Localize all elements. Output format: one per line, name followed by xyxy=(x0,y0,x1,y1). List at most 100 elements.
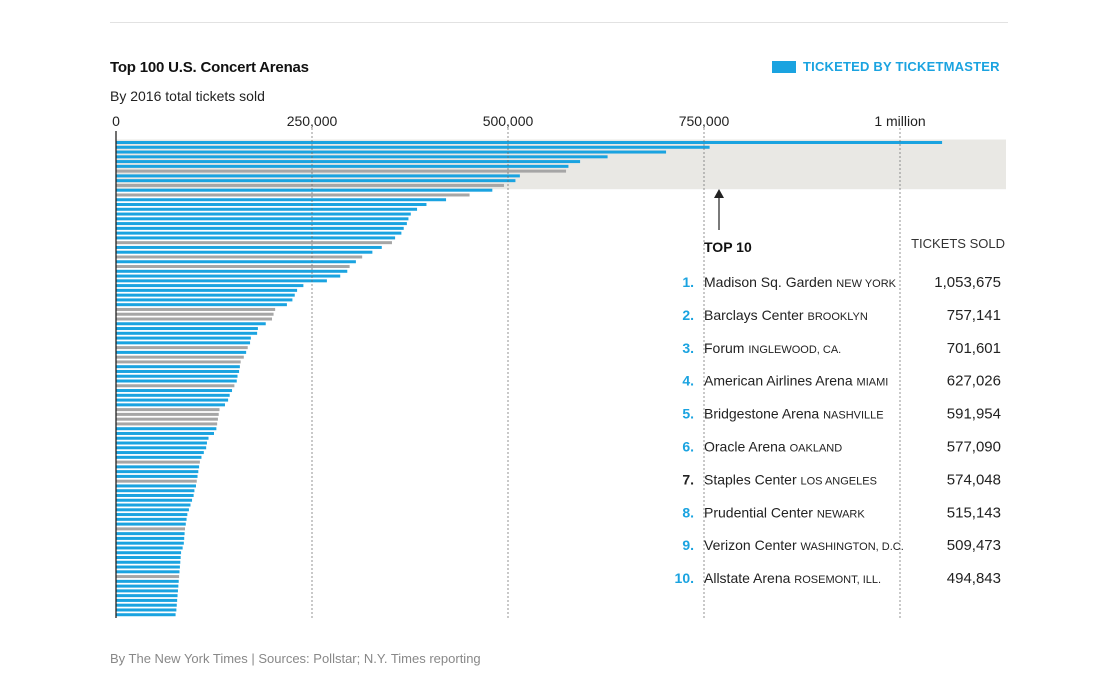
bar xyxy=(116,522,186,526)
bar xyxy=(116,331,258,335)
bar xyxy=(116,384,235,388)
bar xyxy=(116,164,569,168)
bar xyxy=(116,255,363,259)
bar xyxy=(116,575,180,579)
bar xyxy=(116,498,193,502)
top10-arena: Staples Center LOS ANGELES xyxy=(704,471,877,487)
bar xyxy=(116,274,341,278)
bar xyxy=(116,307,276,311)
bar xyxy=(116,603,177,607)
bar xyxy=(116,555,181,559)
bar xyxy=(116,451,204,455)
bar xyxy=(116,346,248,350)
bar xyxy=(116,479,197,483)
bar xyxy=(116,160,581,164)
bar xyxy=(116,217,409,221)
top10-arrow-head xyxy=(714,189,724,198)
bar xyxy=(116,513,188,517)
top10-tickets-sold: 494,843 xyxy=(947,570,1001,587)
bar xyxy=(116,174,520,178)
top10-rank: 6. xyxy=(682,439,694,455)
top10-arena: Barclays Center BROOKLYN xyxy=(704,307,868,323)
top10-heading: TOP 10 xyxy=(704,239,752,255)
bar xyxy=(116,379,237,383)
top10-arena: Verizon Center WASHINGTON, D.C. xyxy=(704,537,904,553)
bar xyxy=(116,484,196,488)
bar xyxy=(116,212,411,216)
bar xyxy=(116,298,293,302)
bar xyxy=(116,145,710,149)
legend-swatch xyxy=(772,60,796,73)
bar xyxy=(116,403,225,407)
bar xyxy=(116,436,209,440)
tick-label: 250,000 xyxy=(287,113,338,129)
bar xyxy=(116,598,178,602)
top10-arena-name: Verizon Center xyxy=(704,537,801,553)
bar xyxy=(116,341,251,345)
top10-arena: Forum INGLEWOOD, CA. xyxy=(704,340,841,356)
top10-rank: 9. xyxy=(682,537,694,553)
top10-arena-name: Bridgestone Arena xyxy=(704,406,823,422)
tickets-sold-heading: TICKETS SOLD xyxy=(911,236,1005,251)
top10-arena-name: Oracle Arena xyxy=(704,439,790,455)
bar xyxy=(116,493,194,497)
top10-rank: 3. xyxy=(682,340,694,356)
top10-arena-location: NASHVILLE xyxy=(823,410,884,422)
top10-arena-name: Madison Sq. Garden xyxy=(704,274,836,290)
top10-rank: 4. xyxy=(682,373,694,389)
top10-arena-location: NEWARK xyxy=(817,508,866,520)
top10-rank: 8. xyxy=(682,504,694,520)
bar xyxy=(116,293,295,297)
bar xyxy=(116,355,244,359)
top10-arena-location: INGLEWOOD, CA. xyxy=(748,344,841,356)
top10-tickets-sold: 591,954 xyxy=(947,406,1001,423)
bar xyxy=(116,183,504,187)
bar xyxy=(116,455,202,459)
bar xyxy=(116,551,182,555)
top10-arena-name: Forum xyxy=(704,340,748,356)
bar xyxy=(116,527,185,531)
bar xyxy=(116,517,187,521)
bar xyxy=(116,279,327,283)
top10-arena-name: American Airlines Arena xyxy=(704,373,857,389)
bar xyxy=(116,269,348,273)
source-credit: By The New York Times | Sources: Pollsta… xyxy=(110,651,481,666)
bar xyxy=(116,312,274,316)
top10-tickets-sold: 701,601 xyxy=(947,340,1001,357)
bar xyxy=(116,365,240,369)
chart-title: Top 100 U.S. Concert Arenas xyxy=(110,59,309,76)
bar xyxy=(116,260,356,264)
bar xyxy=(116,613,176,617)
tick-label: 500,000 xyxy=(483,113,534,129)
bar xyxy=(116,241,392,245)
top10-arena-name: Allstate Arena xyxy=(704,570,794,586)
top10-arena-location: WASHINGTON, D.C. xyxy=(801,541,904,553)
bar xyxy=(116,369,240,373)
bar xyxy=(116,560,181,564)
bar xyxy=(116,350,247,354)
bar xyxy=(116,245,382,249)
bar xyxy=(116,222,407,226)
bar xyxy=(116,427,217,431)
bar xyxy=(116,374,238,378)
bar xyxy=(116,236,396,240)
top10-tickets-sold: 577,090 xyxy=(947,439,1001,456)
bar xyxy=(116,503,191,507)
bar xyxy=(116,408,220,412)
bar xyxy=(116,465,200,469)
tick-label: 1 million xyxy=(874,113,925,129)
legend: TICKETED BY TICKETMASTER xyxy=(772,59,1000,74)
top-divider xyxy=(110,22,1008,23)
bar xyxy=(116,608,177,612)
bar xyxy=(116,265,350,269)
bar xyxy=(116,393,230,397)
top10-rank: 1. xyxy=(682,274,694,290)
top10-arena-location: BROOKLYN xyxy=(807,311,867,323)
bar xyxy=(116,188,493,192)
bar xyxy=(116,579,179,583)
top10-tickets-sold: 574,048 xyxy=(947,471,1001,488)
bar-chart: 0 250,000 500,000 750,000 1 million TOP 10 TI… xyxy=(112,113,1006,618)
tick-label: 750,000 xyxy=(679,113,730,129)
bar xyxy=(116,150,667,154)
bar xyxy=(116,327,258,331)
